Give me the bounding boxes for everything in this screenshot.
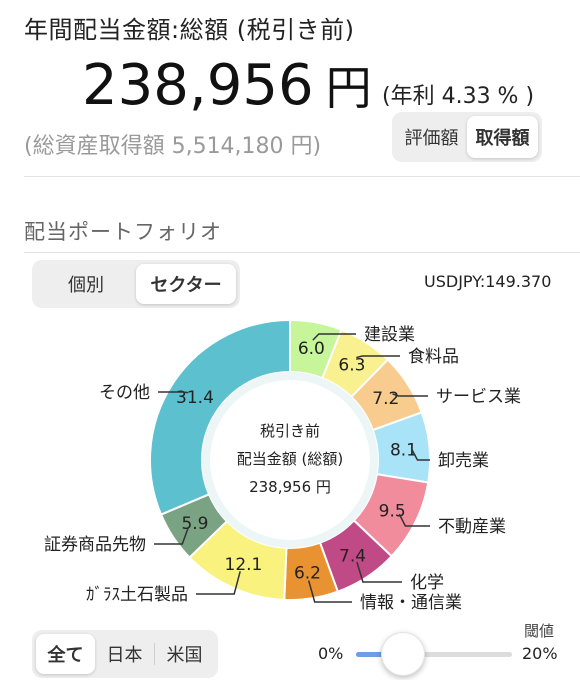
threshold-slider[interactable] (356, 652, 512, 657)
region-option-japan[interactable]: 日本 (106, 645, 143, 666)
leader-line (392, 393, 428, 397)
slice-category-label: 証券商品先物 (44, 535, 146, 555)
slice-category-label: 不動産業 (438, 517, 506, 537)
slice-value-label: 5.9 (181, 514, 208, 534)
slice-category-label: ｶﾞﾗｽ土石製品 (86, 585, 188, 605)
center-label-2: 配当金額 (総額) (237, 450, 343, 468)
slice-category-label: 建設業 (364, 325, 415, 345)
slice-value-label: 31.4 (176, 388, 214, 408)
leader-line (356, 355, 400, 359)
yield-rate: (年利 4.33 % ) (382, 84, 535, 109)
leader-line (154, 527, 190, 545)
basis-option-valuation[interactable]: 評価額 (404, 128, 459, 149)
threshold-slider-thumb[interactable] (380, 632, 425, 676)
threshold-max-label: 20% (522, 644, 558, 663)
dividend-amount: 238,956 (82, 53, 314, 118)
view-toggle: 個別 セクター (32, 260, 240, 308)
center-label-1: 税引き前 (260, 422, 320, 440)
slice-category-label: 化学 (410, 573, 444, 593)
slice-value-label: 7.2 (372, 389, 399, 409)
region-option-us[interactable]: 米国 (166, 645, 203, 666)
page-title: 年間配当金額:総額 (税引き前) (24, 16, 355, 44)
slice-value-label: 6.3 (338, 355, 365, 375)
center-label-3: 238,956 円 (249, 478, 331, 496)
region-option-all[interactable]: 全て (36, 634, 95, 674)
section-title-portfolio: 配当ポートフォリオ (24, 220, 222, 244)
threshold-slider-fill (356, 652, 403, 657)
slice-category-label: 食料品 (408, 347, 459, 367)
leader-line (158, 391, 189, 394)
slice-category-label: その他 (99, 383, 150, 403)
annual-dividend-total: 238,956 円 (82, 52, 372, 118)
slice-category-label: サービス業 (436, 387, 521, 407)
basis-toggle: 評価額 取得額 (392, 112, 542, 162)
leader-line (312, 333, 356, 341)
slice-value-label: 8.1 (390, 440, 417, 460)
leader-line (196, 571, 241, 595)
leader-line (307, 580, 352, 603)
slice-value-label: 6.0 (298, 339, 325, 359)
leader-line (356, 561, 402, 583)
slice-value-label: 7.4 (339, 546, 366, 566)
leader-line (410, 448, 430, 461)
divider (24, 176, 580, 177)
sector-donut-chart[interactable]: 税引き前 配当金額 (総額) 238,956 円 6.0 6.3 7.2 8.1 9.5… (0, 310, 580, 610)
region-toggle: 全て 日本 米国 (32, 630, 218, 678)
acquisition-total: (総資産取得額 5,514,180 円) (24, 134, 322, 159)
basis-option-acquisition[interactable]: 取得額 (467, 116, 538, 158)
donut-hole (210, 380, 370, 540)
slice-category-label: 卸売業 (438, 451, 489, 471)
view-option-sector[interactable]: セクター (136, 264, 236, 304)
slice-value-label: 9.5 (379, 502, 406, 522)
slice-category-label: 情報・通信業 (360, 593, 462, 610)
fx-rate: USDJPY:149.370 (424, 272, 552, 291)
slice-value-label: 6.2 (294, 564, 321, 584)
dividend-amount-unit: 円 (325, 61, 372, 115)
divider (24, 252, 580, 253)
view-option-individual[interactable]: 個別 (68, 275, 104, 296)
leader-line (398, 513, 430, 527)
threshold-label: 閾値 (524, 622, 555, 640)
divider (154, 643, 155, 665)
slice-value-label: 12.1 (225, 555, 263, 575)
threshold-min-label: 0% (318, 644, 344, 663)
